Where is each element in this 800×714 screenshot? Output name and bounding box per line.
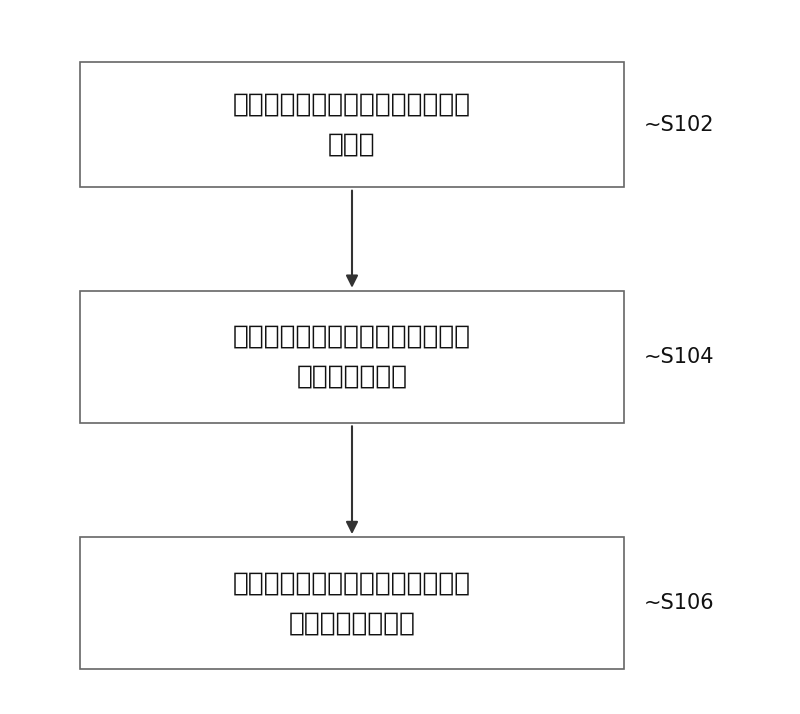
- Bar: [80, 537, 624, 670]
- Text: 利用丙酮和乙醜对氮化镕基场效应: 利用丙酮和乙醜对氮化镕基场效应: [233, 324, 471, 350]
- Text: ~S102: ~S102: [644, 115, 714, 135]
- Text: 将氮化镕基场效应管置于保护性气: 将氮化镕基场效应管置于保护性气: [233, 570, 471, 596]
- Bar: [80, 63, 624, 188]
- Text: 体中进行退火处理: 体中进行退火处理: [289, 610, 415, 636]
- Text: ~S106: ~S106: [644, 593, 714, 613]
- Text: 效应管: 效应管: [328, 132, 376, 158]
- Text: ~S104: ~S104: [644, 347, 714, 367]
- Text: 管进行清洗处理: 管进行清洗处理: [297, 364, 407, 390]
- Bar: [80, 291, 624, 423]
- Text: 品圆减薄或划片后形成氮化镕基场: 品圆减薄或划片后形成氮化镕基场: [233, 92, 471, 118]
